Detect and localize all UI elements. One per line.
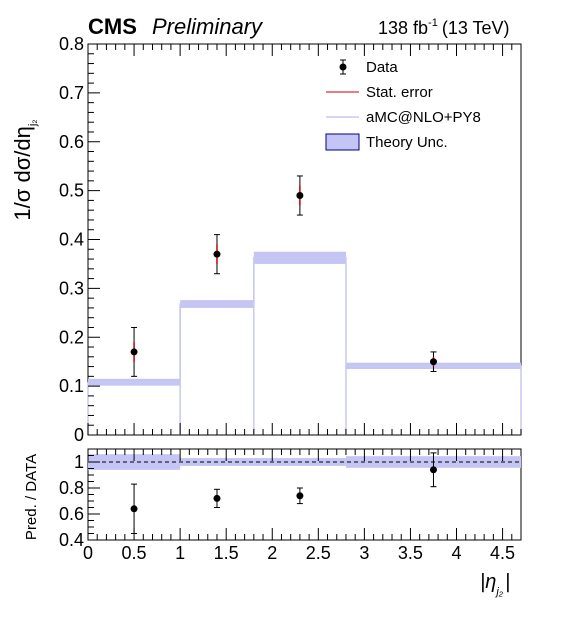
ratio-point-3 bbox=[296, 492, 304, 500]
main-ytick-label-0.4: 0.4 bbox=[59, 230, 84, 250]
x-axis-label: |ηj₂ | bbox=[480, 571, 510, 598]
data-point-2 bbox=[213, 250, 221, 258]
main-axis-ticks: 0 0.1 0.2 0.3 0.4 0.5 0.6 0.7 0.8 bbox=[59, 34, 522, 445]
ratio-panel: 0.4 0.6 0.8 1 0 0.5 1 1.5 2 2.5 3 3.5 4 4.5 Pred. / D… bbox=[23, 448, 522, 598]
data-points-ratio bbox=[130, 452, 437, 534]
prediction-step-line bbox=[87, 256, 522, 435]
x-tick-label-2: 2 bbox=[267, 543, 277, 563]
x-tick-label-4: 4 bbox=[452, 543, 462, 563]
legend-data-marker bbox=[339, 63, 347, 71]
main-plot-frame bbox=[87, 43, 522, 436]
main-ytick-label-0.3: 0.3 bbox=[59, 278, 84, 298]
lumi-exponent: -1 bbox=[428, 17, 438, 29]
ratio-point-4 bbox=[429, 466, 437, 474]
cms-label: CMS bbox=[88, 14, 137, 39]
legend-label-stat-error: Stat. error bbox=[366, 84, 433, 101]
main-y-axis-label-sub: j₂ bbox=[27, 119, 39, 127]
main-ytick-label-0.6: 0.6 bbox=[59, 132, 84, 152]
data-point-3 bbox=[296, 192, 304, 200]
legend-theory-band-swatch bbox=[325, 133, 360, 151]
data-point-1 bbox=[130, 348, 138, 356]
lumi-value: 138 fb bbox=[378, 18, 428, 38]
preliminary-label: Preliminary bbox=[152, 14, 264, 39]
ratio-band-bin-1 bbox=[88, 454, 181, 470]
ratio-ytick-label-1: 1 bbox=[74, 452, 84, 472]
ratio-ytick-label-0.4: 0.4 bbox=[59, 530, 84, 550]
prediction-step-path bbox=[88, 256, 522, 435]
ratio-ytick-label-0.6: 0.6 bbox=[59, 504, 84, 524]
main-ytick-label-0.2: 0.2 bbox=[59, 327, 84, 347]
main-ytick-label-0.1: 0.1 bbox=[59, 376, 84, 396]
main-panel: 0 0.1 0.2 0.3 0.4 0.5 0.6 0.7 0.8 1/σ dσ/dηj₂ bbox=[10, 34, 522, 445]
x-tick-label-3: 3 bbox=[359, 543, 369, 563]
x-tick-label-2.5: 2.5 bbox=[306, 543, 331, 563]
main-y-axis-label-text: 1/σ dσ/dη bbox=[10, 126, 35, 220]
main-ytick-label-0.8: 0.8 bbox=[59, 34, 84, 54]
luminosity-label: 138 fb-1 (13 TeV) bbox=[378, 17, 510, 38]
main-ytick-label-0.7: 0.7 bbox=[59, 83, 84, 103]
x-tick-label-1: 1 bbox=[175, 543, 185, 563]
x-tick-label-4.5: 4.5 bbox=[490, 543, 515, 563]
data-points-main bbox=[130, 175, 437, 377]
ratio-point-1 bbox=[130, 505, 138, 513]
main-y-axis-label: 1/σ dσ/dηj₂ bbox=[10, 119, 39, 220]
x-tick-label-0.5: 0.5 bbox=[122, 543, 147, 563]
ratio-axis-ticks: 0.4 0.6 0.8 1 0 0.5 1 1.5 2 2.5 3 3.5 4 4.5 bbox=[59, 449, 522, 563]
x-tick-label-3.5: 3.5 bbox=[398, 543, 423, 563]
ratio-point-2 bbox=[213, 494, 221, 502]
x-axis-label-close: | bbox=[505, 571, 510, 593]
main-ytick-label-0.5: 0.5 bbox=[59, 181, 84, 201]
lumi-energy: (13 TeV) bbox=[442, 18, 510, 38]
legend: Data Stat. error aMC@NLO+PY8 Theory Unc. bbox=[325, 59, 481, 151]
x-axis-label-text: |η bbox=[480, 571, 496, 593]
x-axis-label-sub: j₂ bbox=[494, 586, 503, 598]
main-ytick-label-0: 0 bbox=[74, 425, 84, 445]
legend-label-prediction: aMC@NLO+PY8 bbox=[366, 109, 481, 126]
legend-label-theory-unc: Theory Unc. bbox=[366, 134, 448, 151]
x-tick-label-1.5: 1.5 bbox=[214, 543, 239, 563]
ratio-ytick-label-0.8: 0.8 bbox=[59, 478, 84, 498]
data-point-4 bbox=[429, 358, 437, 366]
ratio-y-axis-label: Pred. / DATA bbox=[23, 454, 40, 540]
legend-label-data: Data bbox=[366, 59, 398, 76]
x-tick-label-0: 0 bbox=[83, 543, 93, 563]
